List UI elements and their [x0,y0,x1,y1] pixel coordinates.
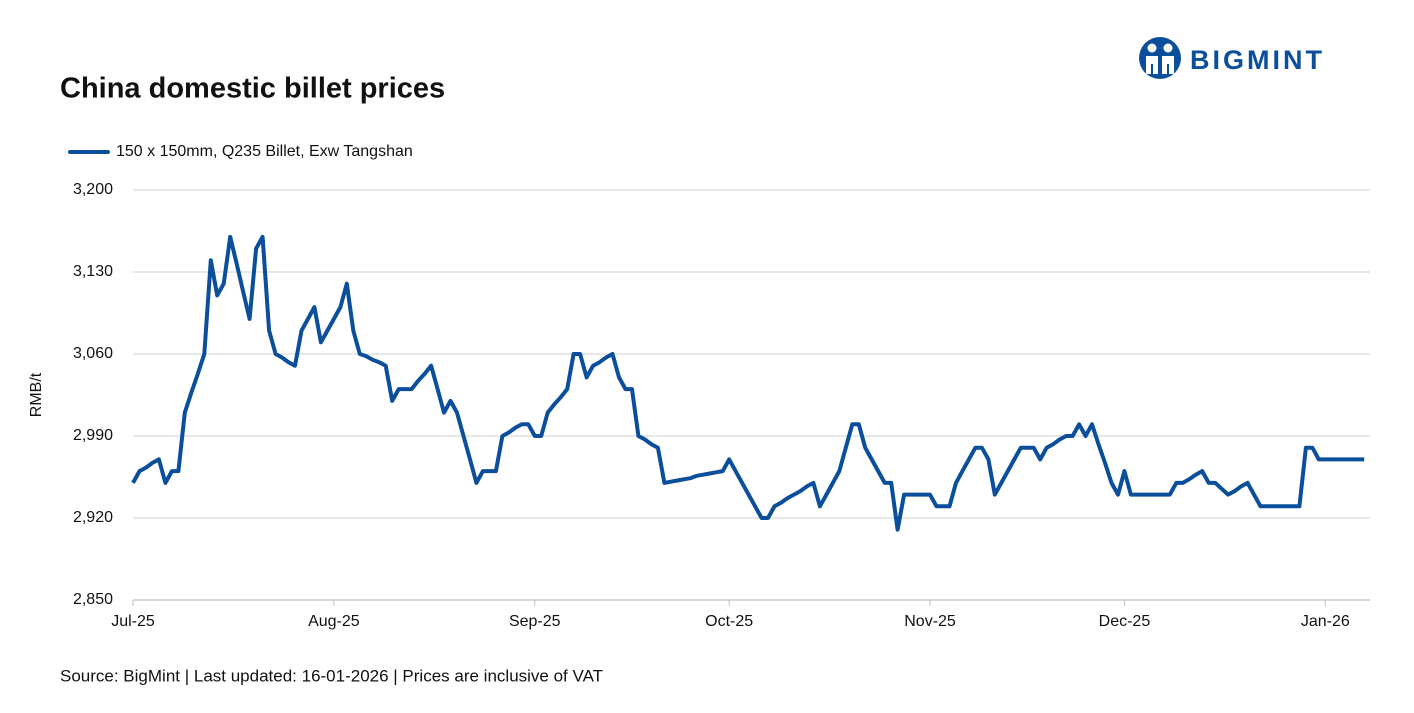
logo-icon-head [1163,43,1173,53]
x-tick-label: Jul-25 [111,613,155,630]
y-tick-label: 2,990 [73,427,113,444]
y-tick-label: 3,060 [73,345,113,362]
legend-label: 150 x 150mm, Q235 Billet, Exw Tangshan [116,143,413,160]
footer: Source: BigMint | Last updated: 16-01-20… [60,666,603,685]
y-tick-label: 3,130 [73,263,113,280]
y-tick-label: 2,920 [73,509,113,526]
x-tick-label: Jan-26 [1301,613,1350,630]
logo-icon [1139,37,1181,79]
logo: BIGMINT [1139,37,1325,79]
logo-text: BIGMINT [1190,45,1325,75]
x-tick-label: Nov-25 [904,613,956,630]
y-tick-label: 2,850 [73,591,113,608]
x-tick-label: Oct-25 [705,613,753,630]
x-tick-label: Sep-25 [509,613,561,630]
y-axis-label: RMB/t [28,372,45,417]
series-line [131,234,1365,532]
y-tick-label: 3,200 [73,181,113,198]
logo-icon-body [1146,56,1174,74]
logo-icon-head [1147,43,1157,53]
x-tick-label: Aug-25 [308,613,360,630]
chart-title: China domestic billet prices [60,73,445,105]
x-tick-label: Dec-25 [1099,613,1151,630]
